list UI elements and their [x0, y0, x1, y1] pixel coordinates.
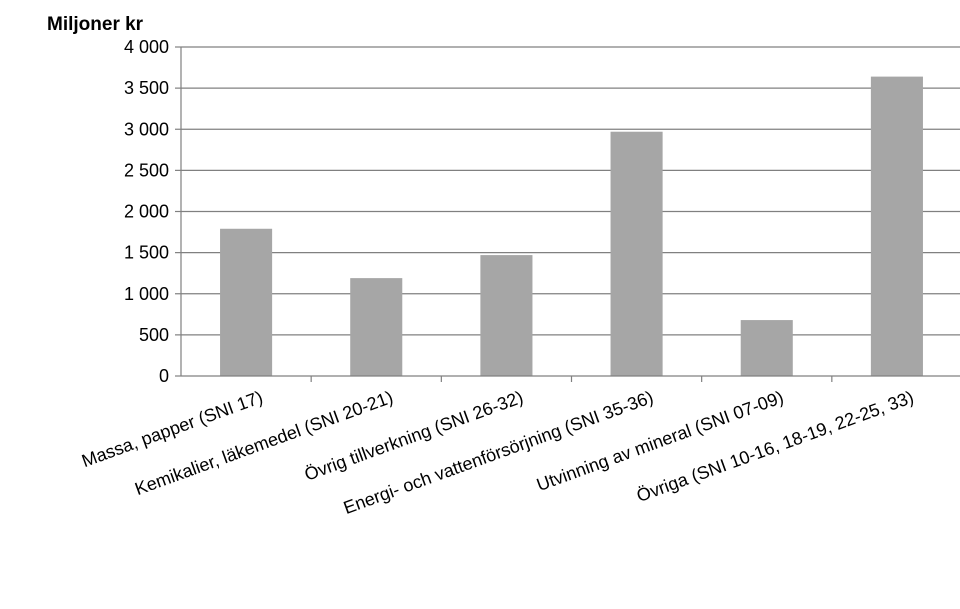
y-tick-label: 0 [159, 366, 169, 386]
bar [740, 320, 793, 376]
axes [175, 46, 960, 382]
bar [220, 228, 273, 376]
bar [870, 76, 923, 377]
y-tick-labels: 0 500 1 000 1 500 2 000 2 500 3 000 3 500 4 000 [124, 37, 169, 386]
y-tick-label: 3 000 [124, 119, 169, 139]
bar [610, 131, 663, 376]
bar [480, 255, 533, 376]
y-tick-label: 500 [139, 325, 169, 345]
x-category-label: Övrig tillverkning (SNI 26-32) [302, 387, 526, 485]
bars [220, 76, 923, 377]
y-tick-label: 1 000 [124, 284, 169, 304]
y-tick-label: 1 500 [124, 243, 169, 263]
bar [350, 278, 403, 376]
gridlines [181, 46, 960, 336]
y-tick-label: 2 500 [124, 160, 169, 180]
y-axis-title: Miljoner kr [47, 14, 144, 35]
y-tick-label: 2 000 [124, 202, 169, 222]
y-tick-label: 4 000 [124, 37, 169, 57]
x-category-labels: Massa, papper (SNI 17)Kemikalier, läkeme… [79, 387, 916, 518]
y-tick-label: 3 500 [124, 78, 169, 98]
